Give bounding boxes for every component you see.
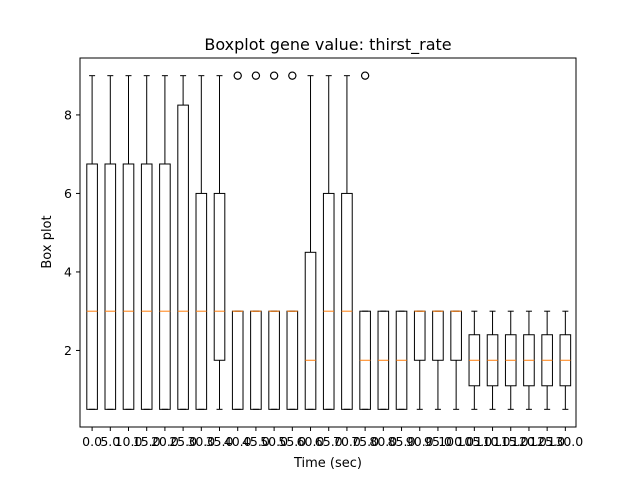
box xyxy=(286,310,299,410)
box xyxy=(322,192,335,410)
box xyxy=(140,163,153,410)
box xyxy=(122,163,135,410)
box-group-25.0 xyxy=(177,75,189,410)
box-group-100.0 xyxy=(450,310,462,410)
x-tick-label: 110.0 xyxy=(475,434,511,449)
y-tick-label: 6 xyxy=(64,186,72,201)
box-group-75.0 xyxy=(359,71,371,410)
y-tick-label: 8 xyxy=(64,107,72,122)
x-tick-label: 100.0 xyxy=(438,434,474,449)
box-group-20.0 xyxy=(159,75,171,410)
box xyxy=(432,310,444,361)
x-tick-label: 115.0 xyxy=(493,434,529,449)
box-group-90.0 xyxy=(413,310,426,410)
box-group-105.0 xyxy=(468,310,481,410)
box-group-30.0 xyxy=(195,75,208,410)
x-tick-label: 0.0 xyxy=(82,434,102,449)
box-group-115.0 xyxy=(504,310,517,410)
x-axis-label: Time (sec) xyxy=(293,456,362,471)
x-tick-label: 25.0 xyxy=(169,434,197,449)
flier-point xyxy=(251,71,261,80)
x-tick-label: 80.0 xyxy=(369,434,397,449)
x-tick-label: 105.0 xyxy=(456,434,492,449)
box-group-120.0 xyxy=(523,310,535,410)
box xyxy=(104,163,117,410)
flier-point xyxy=(360,71,370,80)
y-axis-label: Box plot xyxy=(40,215,55,268)
flier-point xyxy=(288,71,297,80)
box-group-70.0 xyxy=(341,75,353,410)
box-group-50.0 xyxy=(268,71,280,410)
x-tick-label: 55.0 xyxy=(278,434,306,449)
box-group-10.0 xyxy=(122,75,135,410)
plot-area xyxy=(86,71,572,410)
x-tick-label: 15.0 xyxy=(133,434,161,449)
flier-point xyxy=(269,71,279,80)
box-group-45.0 xyxy=(250,71,262,410)
box xyxy=(413,310,426,361)
x-tick-label: 95.0 xyxy=(424,434,452,449)
box-group-110.0 xyxy=(486,310,499,410)
box-group-60.0 xyxy=(304,75,317,410)
box-group-5.0 xyxy=(104,75,117,410)
x-tick-label: 125.0 xyxy=(529,434,565,449)
box-group-80.0 xyxy=(377,310,390,410)
box xyxy=(195,192,208,410)
chart-title: Boxplot gene value: thirst_rate xyxy=(204,35,451,55)
box-group-40.0 xyxy=(231,71,244,410)
flier-point xyxy=(233,71,242,80)
box-group-85.0 xyxy=(395,310,408,410)
x-tick-label: 120.0 xyxy=(511,434,547,449)
x-tick-label: 50.0 xyxy=(260,434,288,449)
y-tick-label: 2 xyxy=(64,343,72,358)
x-tick-label: 70.0 xyxy=(333,434,361,449)
x-tick-label: 30.0 xyxy=(187,434,215,449)
x-axis: 0.05.010.015.020.025.030.035.040.045.050… xyxy=(82,427,583,449)
box-group-0.0 xyxy=(86,75,98,410)
x-tick-label: 75.0 xyxy=(351,434,379,449)
box xyxy=(250,310,262,410)
x-tick-label: 10.0 xyxy=(115,434,143,449)
x-tick-label: 90.0 xyxy=(406,434,434,449)
box xyxy=(304,251,317,410)
box xyxy=(86,163,98,410)
x-tick-label: 65.0 xyxy=(315,434,343,449)
box-group-55.0 xyxy=(286,71,299,410)
box-group-15.0 xyxy=(140,75,153,410)
box xyxy=(450,310,462,361)
axes-frame xyxy=(79,57,577,428)
y-axis: 2 4 6 8 xyxy=(64,107,80,358)
box xyxy=(341,192,353,410)
x-tick-label: 130.0 xyxy=(547,434,583,449)
x-tick-label: 20.0 xyxy=(151,434,179,449)
y-tick-label: 4 xyxy=(64,264,72,279)
box-group-125.0 xyxy=(541,310,553,410)
x-tick-label: 85.0 xyxy=(388,434,416,449)
box xyxy=(231,310,244,410)
box-group-65.0 xyxy=(322,75,335,410)
box xyxy=(159,163,171,410)
x-tick-label: 60.0 xyxy=(297,434,325,449)
x-tick-label: 45.0 xyxy=(242,434,270,449)
x-tick-label: 40.0 xyxy=(224,434,252,449)
box-group-130.0 xyxy=(559,310,572,410)
box xyxy=(268,310,280,410)
box xyxy=(177,104,189,410)
x-tick-label: 5.0 xyxy=(100,434,120,449)
box xyxy=(213,192,226,361)
box-group-35.0 xyxy=(213,75,226,410)
x-tick-label: 35.0 xyxy=(206,434,234,449)
box-group-95.0 xyxy=(432,310,444,410)
